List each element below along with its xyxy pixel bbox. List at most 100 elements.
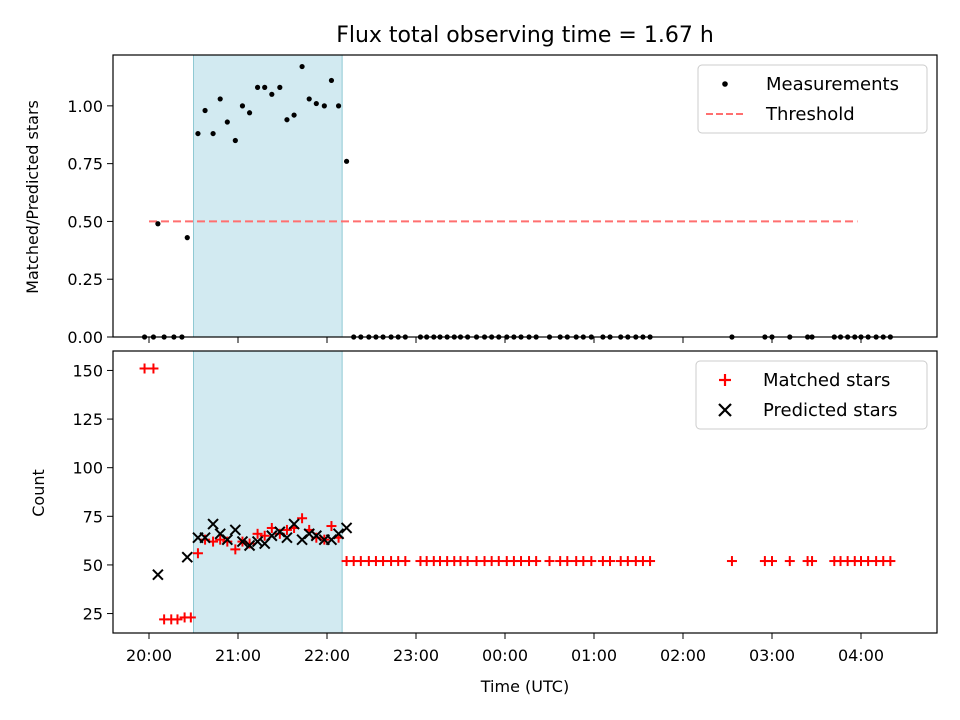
measurement-point (262, 84, 268, 90)
predicted-star-point (207, 518, 219, 530)
matched-star-point (767, 556, 777, 567)
bottom-x-tick-label: 02:00 (660, 646, 706, 665)
predicted-star-stroke-b (199, 531, 211, 544)
predicted-star-point (288, 518, 300, 530)
top-axes-frame (112, 54, 938, 338)
legend-predicted-marker (718, 403, 732, 417)
legend-matched-marker (719, 374, 731, 386)
top-legend: Measurements Threshold (697, 64, 928, 134)
bottom-y-tick-label: 25 (83, 605, 103, 624)
predicted-star-point (303, 528, 315, 540)
matched-star-point (645, 556, 656, 567)
predicted-star-stroke-b (303, 528, 315, 540)
measurement-point (277, 84, 283, 90)
measurement-point (291, 112, 297, 118)
predicted-star-stroke-b (281, 531, 293, 544)
predicted-star-stroke-b (181, 551, 193, 563)
matched-star-point (139, 363, 150, 374)
predicted-star-point (340, 522, 353, 534)
predicted-star-point (199, 531, 211, 544)
x-axis-label: Time (UTC) (480, 677, 569, 696)
predicted-star-stroke-b (229, 524, 242, 536)
legend-measurements-marker (722, 81, 728, 87)
predicted-star-stroke-b (266, 530, 278, 542)
bottom-x-tick-label: 20:00 (126, 646, 172, 665)
bottom-y-tick-label: 100 (72, 459, 103, 478)
matched-star-point (531, 556, 542, 567)
matched-star-point (230, 544, 241, 555)
bottom-x-tick-label: 03:00 (749, 646, 795, 665)
predicted-star-stroke-b (251, 535, 264, 548)
predicted-star-point (281, 531, 293, 544)
chart-title: Flux total observing time = 1.67 h (336, 23, 714, 48)
measurement-point (306, 96, 312, 102)
legend-matched-label: Matched stars (763, 370, 890, 391)
measurement-point (299, 63, 305, 70)
matched-star-point (807, 556, 818, 567)
matched-star-point (259, 530, 270, 541)
matched-star-point (605, 556, 616, 567)
top-y-tick-label: 0.75 (67, 155, 103, 174)
measurement-point (321, 103, 327, 109)
bottom-x-ticks: 20:00 21:00 22:00 23:00 00:00 01:00 02:00 03:00… (126, 633, 884, 665)
measurement-point (284, 117, 290, 123)
predicted-star-stroke-b (332, 528, 345, 540)
predicted-star-stroke-b (243, 539, 256, 552)
matched-star-point (148, 363, 159, 374)
measurement-point (246, 110, 253, 116)
top-y-tick-label: 0.50 (67, 212, 103, 231)
measurement-point (335, 103, 342, 109)
legend-threshold-label: Threshold (765, 104, 855, 125)
predicted-star-stroke-b (288, 518, 300, 530)
measurement-point (210, 130, 216, 137)
measurement-point (343, 158, 350, 164)
predicted-star-point (332, 528, 345, 540)
measurement-point (184, 235, 190, 241)
bottom-panel: 25 50 75 100 125 150 20:00 21:00 22:00 23:00 00:0… (29, 350, 938, 696)
top-y-tick-label: 1.00 (67, 97, 103, 116)
bottom-y-axis-label: Count (29, 469, 48, 517)
bottom-y-tick-label: 75 (83, 507, 103, 526)
predicted-star-point (221, 533, 234, 546)
bottom-x-tick-label: 21:00 (215, 646, 261, 665)
top-y-axis-label: Matched/Predicted stars (23, 100, 42, 294)
measurement-point (232, 137, 238, 144)
matched-star-point (297, 513, 308, 524)
matched-star-point (562, 556, 573, 567)
bottom-x-tick-label: 01:00 (571, 646, 617, 665)
matched-star-point (172, 614, 183, 625)
top-legend-box (697, 64, 928, 134)
bottom-axes-frame (112, 350, 938, 634)
predicted-star-stroke-b (340, 522, 353, 534)
matched-star-point (544, 556, 555, 567)
matched-star-point (400, 556, 411, 567)
matched-star-point (326, 521, 337, 532)
measurement-point (239, 103, 246, 109)
top-shaded-span (193, 54, 343, 338)
predicted-star-stroke-b (152, 568, 164, 581)
matched-star-point (885, 556, 896, 567)
predicted-star-stroke-b (236, 535, 249, 548)
bottom-legend-box (695, 360, 928, 430)
predicted-star-stroke-b (310, 530, 323, 542)
matched-star-point (586, 556, 597, 567)
bottom-shaded-span (193, 350, 343, 634)
measurement-point (269, 91, 275, 97)
measurement-point (195, 130, 201, 137)
top-panel: 0.00 0.25 0.50 0.75 1.00 Matched/Predicted s… (23, 54, 938, 347)
top-y-tick-label: 0.25 (67, 270, 103, 289)
predicted-star-point (243, 539, 256, 552)
bottom-x-tick-label: 23:00 (393, 646, 439, 665)
predicted-star-point (266, 530, 278, 542)
matched-star-point (726, 556, 737, 567)
bottom-x-tick-label: 04:00 (838, 646, 884, 665)
matched-star-point (462, 556, 473, 567)
predicted-star-point (310, 530, 323, 542)
predicted-star-stroke-b (214, 528, 226, 540)
legend-predicted-label: Predicted stars (763, 400, 897, 421)
matched-star-point (192, 548, 203, 559)
predicted-star-stroke-b (274, 526, 286, 538)
bottom-y-tick-label: 50 (83, 556, 103, 575)
predicted-star-point (181, 551, 193, 563)
